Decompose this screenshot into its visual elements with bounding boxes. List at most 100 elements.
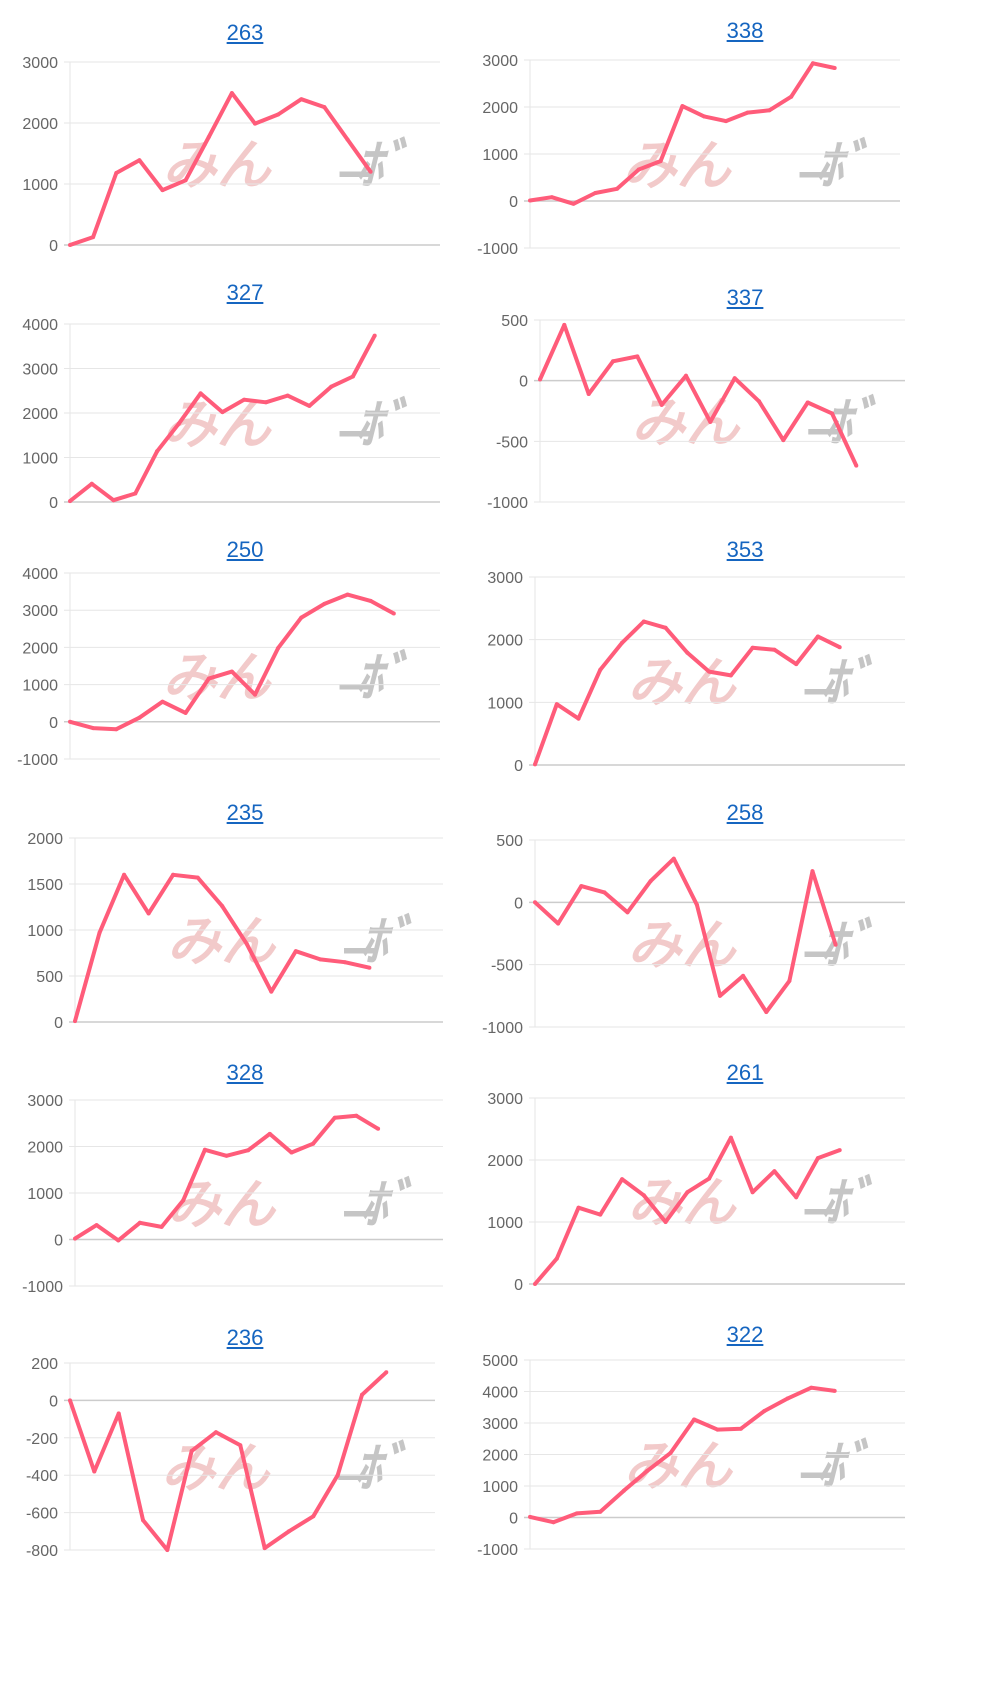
data-point [299, 615, 304, 620]
data-point [68, 499, 72, 504]
y-tick-label: 3000 [27, 1093, 63, 1110]
data-point [750, 645, 755, 650]
data-point [810, 869, 815, 874]
y-tick-label: 3000 [482, 1416, 518, 1433]
data-point [360, 1392, 364, 1397]
data-point [183, 710, 188, 715]
data-point [189, 1448, 194, 1453]
y-tick-label: 5000 [482, 1353, 518, 1370]
data-point [648, 879, 653, 884]
chart-title-link[interactable]: 353 [726, 537, 764, 562]
data-point [176, 421, 181, 426]
watermark-logo-part-a: みん [163, 136, 273, 196]
y-tick-label: 1000 [27, 923, 63, 940]
data-point [785, 1396, 790, 1401]
y-tick-label: -1000 [487, 495, 528, 512]
data-point [214, 1430, 218, 1435]
line-chart: みん ﾄﾞ̶ﾎﾞ -1000 0 1000 2000 3000 4000 5000 [477, 1353, 905, 1559]
y-tick-label: 0 [54, 1015, 63, 1032]
data-point [694, 902, 699, 907]
series-line [69, 91, 373, 247]
chart-title-link[interactable]: 337 [726, 285, 764, 310]
data-point [789, 94, 794, 99]
data-point [165, 1548, 170, 1552]
chart-title-link[interactable]: 328 [226, 1060, 264, 1085]
data-point [528, 198, 532, 203]
data-point [810, 61, 815, 66]
watermark-logo-part-b: ﾄﾞ̶ﾎﾞ [740, 653, 875, 713]
data-point [635, 354, 640, 359]
y-tick-label: 3000 [22, 55, 58, 72]
chart-panel-328: みん ﾄﾞ̶ﾎﾞ -1000 0 1000 2000 3000 328 [0, 1060, 490, 1332]
data-point [372, 333, 377, 338]
data-point [267, 1131, 272, 1136]
chart-title-link[interactable]: 235 [226, 800, 264, 825]
data-point [707, 1176, 712, 1181]
chart-title-link[interactable]: 338 [726, 18, 764, 43]
watermark-logo-part-b: ﾄﾞ̶ﾎﾞ [275, 136, 410, 196]
data-point [620, 1177, 625, 1182]
chart-panel-327: みん ﾄﾞ̶ﾎﾞ 0 1000 2000 3000 4000 327 [0, 280, 490, 552]
data-point [772, 647, 777, 652]
data-point [685, 650, 690, 655]
series-line [68, 1370, 388, 1552]
y-tick-label: 0 [514, 1277, 523, 1294]
series-line [529, 1385, 835, 1525]
data-point [554, 702, 559, 707]
data-point [322, 601, 327, 606]
data-point [384, 1370, 389, 1375]
data-point [160, 699, 165, 704]
data-point [68, 1398, 72, 1403]
data-point [663, 625, 668, 630]
y-tick-label: 0 [49, 1393, 58, 1410]
data-point [538, 377, 542, 382]
chart-title-link[interactable]: 258 [726, 800, 764, 825]
series-line [538, 322, 859, 467]
y-tick-label: 0 [514, 758, 523, 775]
data-point [345, 137, 350, 142]
data-point [787, 978, 792, 983]
chart-title-link[interactable]: 327 [226, 280, 264, 305]
chart-panel-338: みん ﾄﾞ̶ﾎﾞ -1000 0 1000 2000 3000 338 [477, 18, 990, 290]
chart-panel-337: みん ﾄﾞ̶ﾎﾞ -1000 -500 0 500 337 [487, 285, 990, 557]
y-tick-label: 1000 [27, 1186, 63, 1203]
chart-title-link[interactable]: 261 [726, 1060, 764, 1085]
data-point [220, 904, 225, 909]
chart-panel-322: みん ﾄﾞ̶ﾎﾞ -1000 0 1000 2000 3000 4000 5000 322 [477, 1322, 990, 1594]
data-point [289, 1150, 294, 1155]
y-tick-label: 200 [31, 1356, 58, 1373]
chart-title-link[interactable]: 236 [226, 1325, 264, 1350]
data-point [750, 1190, 755, 1195]
data-point [285, 393, 290, 398]
chart-title-link[interactable]: 322 [726, 1322, 764, 1347]
data-point [307, 403, 312, 408]
data-point [854, 463, 859, 468]
watermark-logo-part-a: みん [163, 395, 273, 455]
chart-title-link[interactable]: 250 [226, 537, 264, 562]
line-chart: みん ﾄﾞ̶ﾎﾞ -1000 -500 0 500 [482, 833, 905, 1037]
data-point [805, 400, 810, 405]
data-point [137, 715, 142, 720]
data-point [837, 645, 842, 650]
data-point [764, 1010, 769, 1014]
data-point [671, 856, 676, 861]
y-tick-label: 0 [519, 374, 528, 391]
data-point [767, 108, 772, 113]
y-tick-label: 4000 [482, 1385, 518, 1402]
data-point [833, 942, 838, 947]
y-tick-label: 3000 [487, 1091, 523, 1108]
data-point [602, 890, 607, 895]
data-point [685, 1190, 690, 1195]
chart-title-link[interactable]: 263 [226, 20, 264, 45]
y-tick-label: 4000 [22, 566, 58, 583]
data-point [832, 1388, 837, 1393]
watermark-logo-part-a: みん [628, 653, 738, 713]
data-point [684, 373, 688, 378]
data-point [332, 1115, 337, 1120]
watermark-logo-part-a: みん [628, 1173, 738, 1233]
data-point [663, 1220, 668, 1224]
data-point [287, 1529, 291, 1534]
